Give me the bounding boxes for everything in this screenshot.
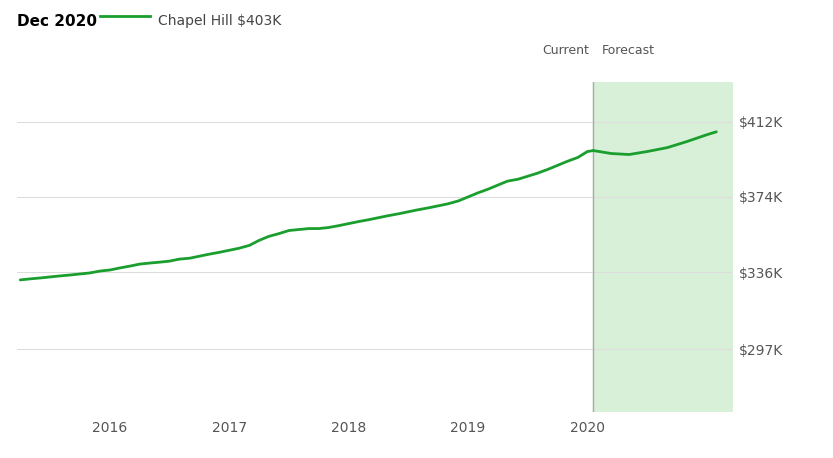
Text: Current: Current: [542, 44, 589, 57]
Text: Forecast: Forecast: [601, 44, 655, 57]
Text: Chapel Hill $403K: Chapel Hill $403K: [158, 14, 282, 28]
Text: Dec 2020: Dec 2020: [17, 14, 97, 29]
Bar: [593, 82, 733, 412]
